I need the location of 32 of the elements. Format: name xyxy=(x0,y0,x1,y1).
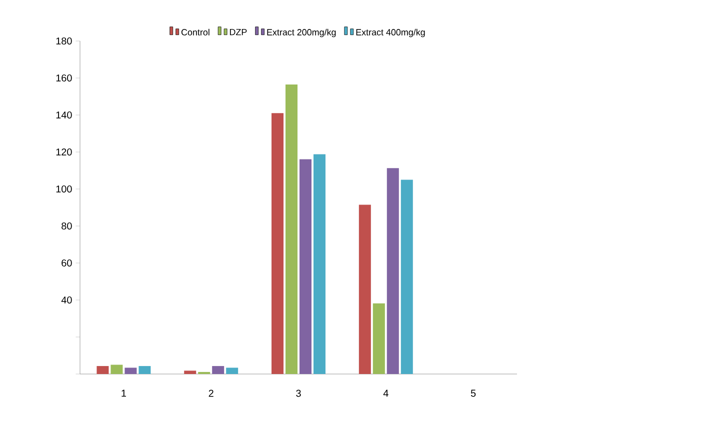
bar xyxy=(96,366,109,374)
bar xyxy=(400,180,413,374)
x-tick-label: 2 xyxy=(208,390,214,397)
legend-label: Control xyxy=(181,28,210,36)
bar xyxy=(138,366,151,374)
y-tick-label: 80 xyxy=(62,222,72,230)
bar xyxy=(313,154,326,374)
bar xyxy=(110,364,123,374)
x-tick-label: 4 xyxy=(383,390,388,397)
x-tick-label: 3 xyxy=(296,390,301,397)
y-tick-label: 120 xyxy=(56,148,72,156)
y-tick-label: 140 xyxy=(56,111,72,119)
bar xyxy=(372,303,385,374)
bar xyxy=(226,368,238,374)
y-tick-label: 160 xyxy=(56,74,72,82)
bar xyxy=(386,168,399,374)
legend-label: Extract 200mg/kg xyxy=(267,28,336,38)
bar xyxy=(358,204,371,374)
legend-label: DZP xyxy=(230,28,247,36)
y-tick-label: 40 xyxy=(61,296,72,304)
y-tick-label: 180 xyxy=(56,37,72,45)
bar xyxy=(212,366,224,374)
bar xyxy=(124,368,137,374)
y-tick-label: 60 xyxy=(62,259,72,267)
x-tick-label: 5 xyxy=(470,390,476,397)
bar xyxy=(272,113,284,374)
y-tick-label: 100 xyxy=(56,185,72,193)
bar xyxy=(300,159,312,374)
bar xyxy=(184,370,196,374)
bar xyxy=(286,84,298,374)
legend-label: Extract 400mg/kg xyxy=(356,28,425,38)
x-tick-label: 1 xyxy=(122,390,126,397)
